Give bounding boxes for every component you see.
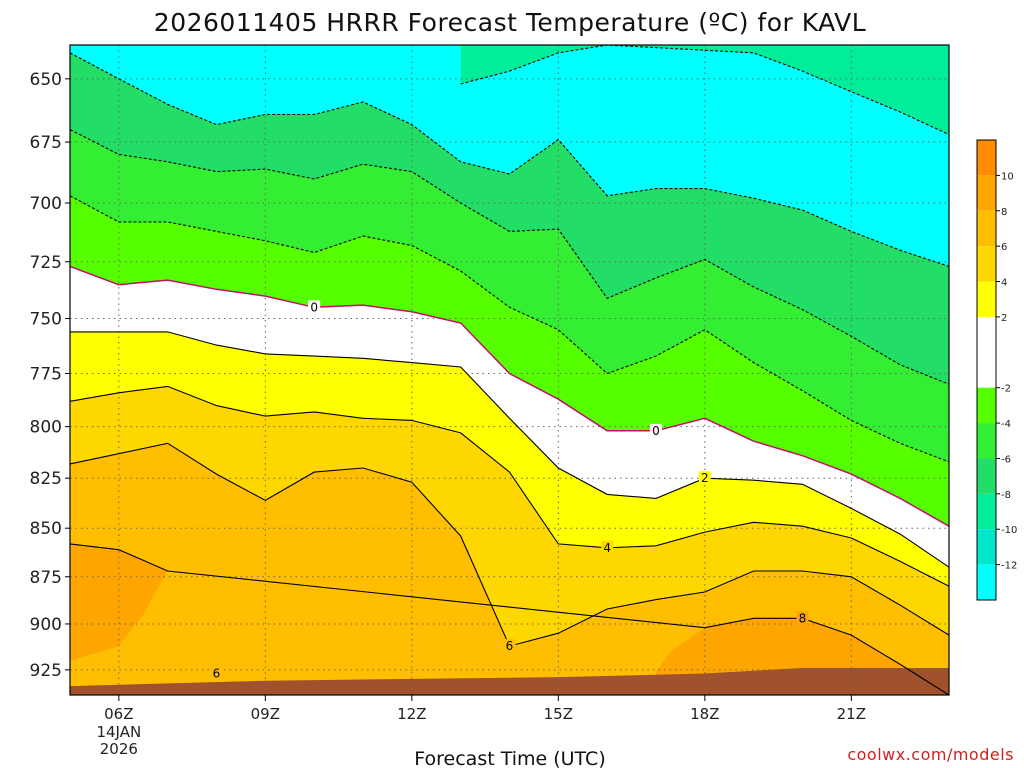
colorbar-legend: 10 8 6 4 2 -2 -4 -6 -8 -10 -12 [976,139,1017,601]
y-tick-label: 925 [30,661,62,681]
credit-text: coolwx.com/models [847,745,1014,764]
isotherm-2 [70,331,950,568]
contour-label-8: 8 [799,611,807,625]
isotherm-4 [69,385,950,587]
contour-label-4: 4 [603,541,611,555]
y-tick-label: 775 [30,364,62,384]
x-date-label: 14JAN [96,723,141,741]
colorbar-tick-label: -10 [1001,525,1017,536]
x-tick-label: 18Z [690,705,719,723]
colorbar-band [977,564,996,600]
x-date-label: 2026 [100,740,138,758]
contour-label-bg [210,666,223,680]
colorbar-band [977,210,996,247]
contour-label-bg [796,611,809,625]
contour-label-bg [601,540,614,554]
colorbar-tick-label: 8 [1001,207,1007,218]
colorbar-band [977,493,996,530]
y-tick-label: 850 [30,519,62,539]
fill-band-warm-left [70,543,168,661]
terrain-ground [70,668,949,695]
isotherm-0 [69,265,950,527]
colorbar-tick-label: 2 [1001,313,1007,324]
colorbar-tick-label: 4 [1001,278,1007,289]
x-axis-label: Forecast Time (UTC) [414,748,605,768]
plot-frame [69,44,950,696]
y-tick-label: 650 [30,70,62,90]
contour-label-bg [698,471,711,485]
contour-label-bg [503,639,516,653]
plot-area [70,45,949,696]
x-tick-label: 21Z [837,705,866,723]
colorbar-band [977,387,996,424]
contour-label-6: 6 [506,639,514,653]
colorbar-band [977,423,996,459]
chart-title: 2026011405 HRRR Forecast Temperature (ºC… [154,8,866,37]
isotherm--8 [69,52,950,267]
colorbar-tick-label: 6 [1001,242,1007,253]
y-tick-label: 800 [30,418,62,438]
colorbar-tick-label: -6 [1001,454,1011,465]
y-tick-label: 825 [30,469,62,489]
x-tick-label: 09Z [251,705,280,723]
colorbar-tick-label: -8 [1001,490,1011,501]
y-tick-label: 700 [30,194,62,214]
isotherm-8 [69,543,950,696]
contour-label-bg [308,300,321,314]
contour-label-0: 0 [310,300,318,314]
colorbar-band [977,458,996,494]
colorbar-band [977,246,996,282]
colorbar-tick-label: -2 [1001,384,1011,395]
colorbar-frame [976,139,997,601]
colorbar-tick-label: -4 [1001,419,1011,430]
colorbar-tick-label: 10 [1001,171,1014,182]
contour-label-bg [650,423,662,437]
isotherm--6 [69,129,950,385]
y-tick-label: 875 [30,568,62,588]
colorbar-tick-label: -12 [1001,561,1017,572]
isotherm--10 [460,44,950,136]
colorbar-band [977,281,996,317]
contour-label-0: 0 [652,424,660,438]
y-tick-label: 900 [30,615,62,635]
contour-label-6: 6 [213,666,221,680]
fill-band-above--10 [460,45,949,135]
y-tick-label: 750 [30,310,62,330]
colorbar-band [977,175,996,211]
y-tick-label: 725 [30,253,62,273]
x-tick-label: 15Z [544,705,573,723]
colorbar-band [977,140,996,176]
x-tick-label: 12Z [397,705,426,723]
isotherm--4 [69,195,950,463]
x-tick-label: 06Z [104,705,133,723]
colorbar-band [977,529,996,565]
isotherm-contours: 0 0 2 4 6 6 8 [69,44,950,696]
y-tick-label: 675 [30,133,62,153]
colorbar-band [977,316,996,388]
contour-label-2: 2 [701,471,709,485]
